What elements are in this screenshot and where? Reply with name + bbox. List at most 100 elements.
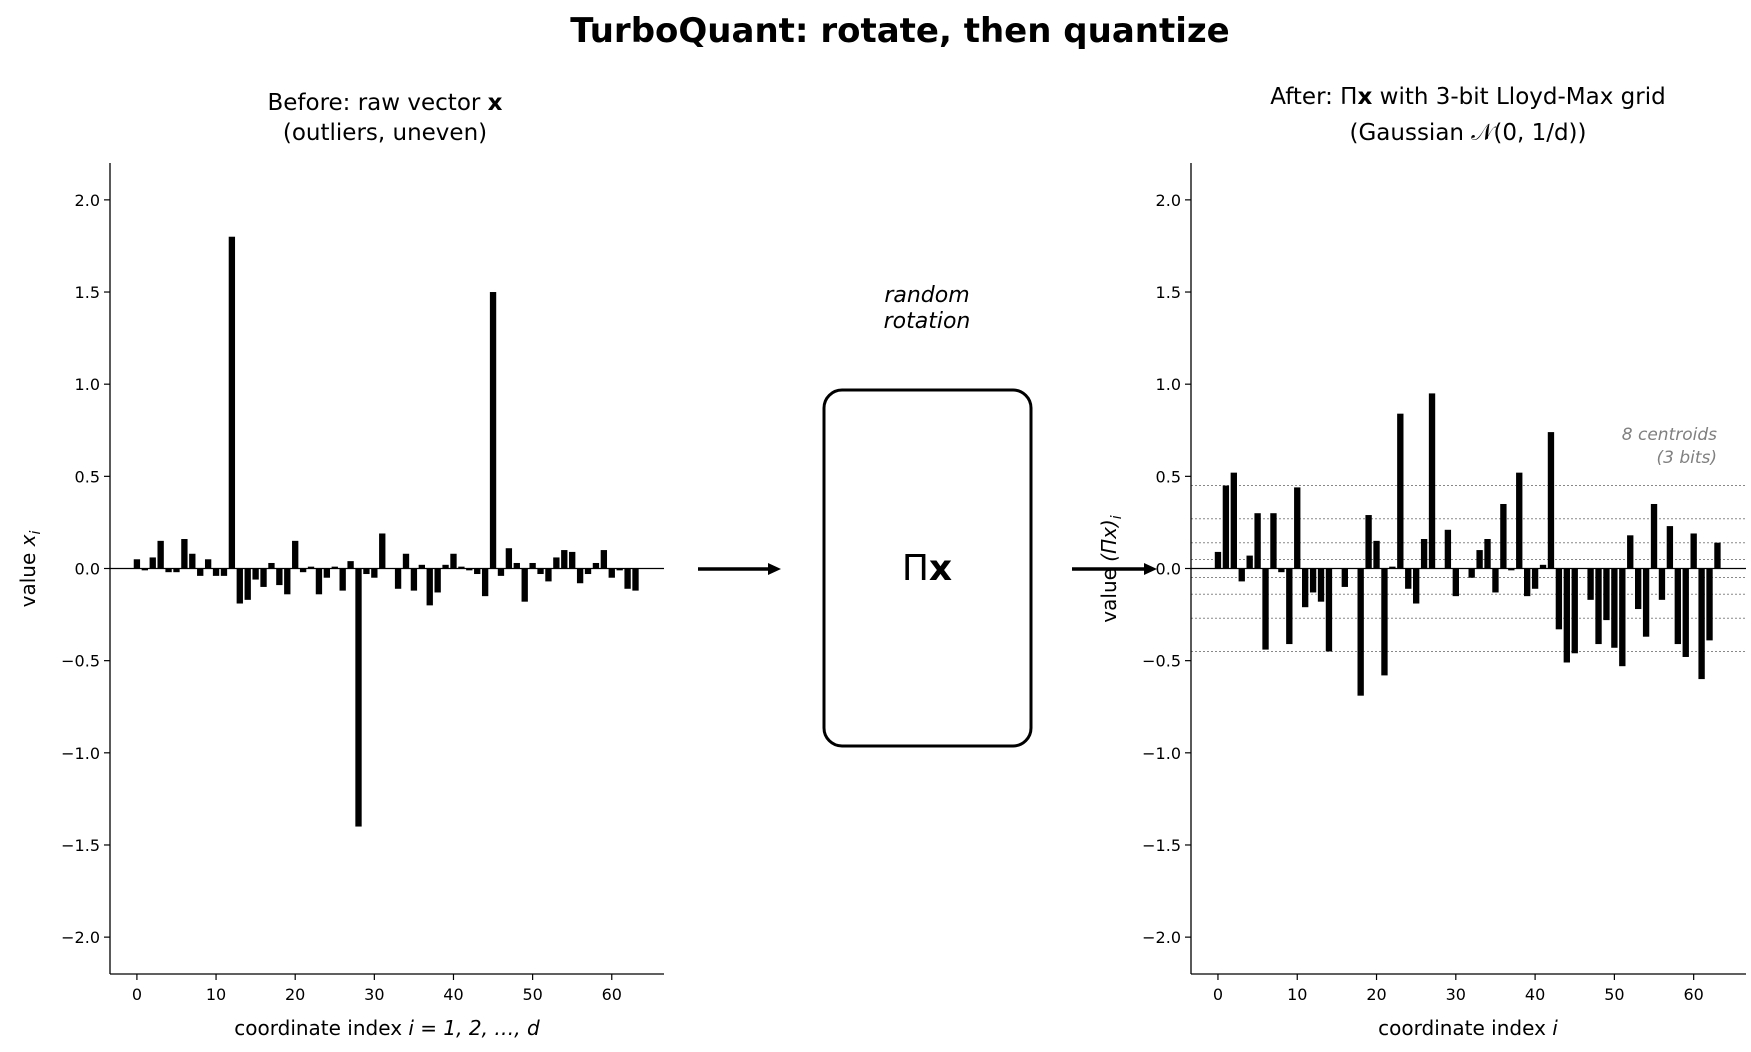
y-tick-label: 1.5	[75, 283, 100, 302]
centroid-annotation-line2: (3 bits)	[1656, 448, 1717, 468]
bar-34	[402, 553, 410, 569]
bar-4	[1246, 555, 1253, 569]
x-tick-label: 10	[206, 985, 226, 1004]
rotation-box-label: Πx	[902, 548, 952, 589]
y-tick-label: −1.5	[1142, 836, 1181, 855]
y-tick-label: −1.5	[61, 836, 100, 855]
bar-1	[141, 568, 148, 571]
bar-62	[1706, 568, 1713, 641]
bar-58	[1674, 568, 1681, 645]
bar-6	[1262, 568, 1269, 650]
bar-2	[1230, 472, 1237, 569]
bar-29	[363, 568, 370, 575]
bar-25	[1413, 568, 1420, 604]
bar-11	[1302, 568, 1309, 608]
bar-19	[284, 568, 291, 595]
bar-15	[1333, 568, 1341, 569]
x-tick-label: 0	[1213, 985, 1223, 1004]
right-xlabel: coordinate index i	[1378, 1016, 1558, 1040]
arrow-right	[1072, 563, 1157, 575]
bar-54	[1642, 568, 1650, 637]
bar-35	[410, 568, 418, 591]
left-axes: 0 10 20 30 40 50 60 −2.0 −1.5 −1.0 −0.5 0.0 0.5 1.0 1.…	[61, 163, 664, 1004]
bar-8	[1278, 568, 1285, 573]
bar-42	[1547, 432, 1555, 569]
y-tick-label: −1.0	[1142, 744, 1181, 763]
bar-36	[418, 564, 425, 569]
figure-title: TurboQuant: rotate, then quantize	[570, 11, 1229, 51]
bar-7	[189, 553, 196, 569]
bar-61	[616, 568, 623, 571]
bar-13	[236, 568, 243, 604]
bar-33	[1476, 550, 1483, 569]
bar-53	[1635, 568, 1642, 610]
bar-55	[569, 551, 576, 569]
bar-42	[466, 568, 473, 571]
bar-16	[1341, 568, 1348, 587]
rotation-box	[822, 388, 1033, 748]
x-tick-label: 10	[1287, 985, 1307, 1004]
bar-14	[1325, 568, 1333, 652]
bar-28	[1436, 568, 1444, 569]
bar-58	[592, 562, 600, 569]
bar-36	[1500, 503, 1507, 569]
bar-23	[315, 568, 323, 595]
bar-22	[307, 566, 315, 569]
bar-26	[1420, 539, 1428, 569]
y-tick-label: 1.5	[1156, 283, 1181, 302]
right-title-line1: After: Πx with 3-bit Lloyd-Max grid	[1270, 84, 1665, 110]
bar-63	[1714, 542, 1721, 569]
bar-4	[165, 568, 172, 573]
arrow-left	[698, 563, 781, 575]
bar-28	[355, 568, 362, 827]
x-tick-label: 30	[1446, 985, 1466, 1004]
rotation-caption-line1: random	[884, 283, 969, 308]
bar-9	[204, 559, 212, 569]
bar-27	[1428, 393, 1436, 569]
bar-6	[181, 539, 188, 569]
bar-52	[545, 568, 552, 582]
bar-54	[561, 550, 568, 569]
bar-47	[505, 548, 513, 569]
bar-30	[371, 568, 378, 578]
bar-38	[1516, 472, 1523, 569]
y-tick-label: −0.5	[61, 652, 100, 671]
right-axes: 0 10 20 30 40 50 60 −2.0 −1.5 −1.0 −0.5 0.0 0.5 1.0 1.…	[1142, 163, 1746, 1004]
bar-1	[1222, 485, 1230, 569]
bar-57	[1666, 526, 1674, 569]
x-tick-label: 40	[443, 985, 463, 1004]
bar-46	[497, 568, 505, 576]
bar-45	[489, 292, 497, 569]
bar-17	[1349, 568, 1356, 569]
bar-53	[553, 557, 560, 569]
bar-10	[1294, 487, 1301, 569]
bar-46	[1579, 568, 1586, 569]
bar-23	[1397, 413, 1404, 569]
bar-29	[1444, 529, 1452, 569]
bar-44	[481, 568, 489, 597]
x-tick-label: 50	[1604, 985, 1624, 1004]
bar-18	[276, 568, 283, 586]
bar-37	[1508, 568, 1515, 571]
bar-3	[157, 540, 164, 569]
bar-14	[244, 568, 251, 600]
bar-43	[474, 568, 481, 575]
bar-48	[1595, 568, 1602, 645]
left-title-line1: Before: raw vector x	[267, 90, 502, 116]
bar-5	[173, 568, 180, 573]
bar-32	[387, 568, 394, 569]
bar-61	[1698, 568, 1705, 680]
y-tick-label: −0.5	[1142, 652, 1181, 671]
rotation-caption-line2: rotation	[884, 309, 971, 334]
bar-21	[299, 568, 307, 573]
bar-44	[1563, 568, 1570, 663]
bar-59	[1682, 568, 1689, 657]
bar-11	[220, 568, 228, 576]
bar-33	[394, 568, 402, 589]
bar-9	[1286, 568, 1293, 645]
x-tick-label: 20	[285, 985, 305, 1004]
bar-5	[1254, 513, 1261, 569]
y-tick-label: −1.0	[61, 744, 100, 763]
bar-50	[1611, 568, 1618, 648]
bar-60	[608, 568, 615, 578]
